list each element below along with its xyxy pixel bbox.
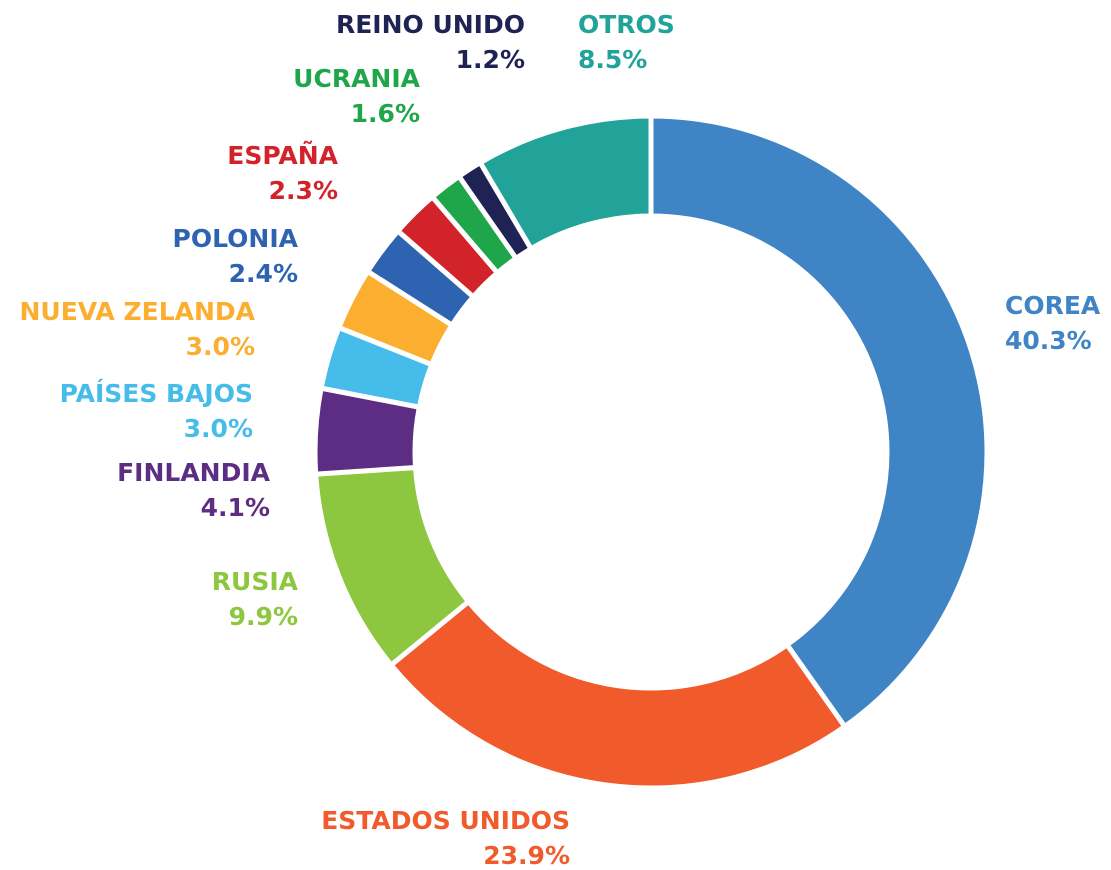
slice-label: RUSIA [212,567,299,596]
value-label: 40.3% [1005,326,1092,355]
slice-label: PAÍSES BAJOS [60,379,253,408]
slice [648,113,990,731]
slice-label: ESTADOS UNIDOS [321,806,570,835]
slice-label: NUEVA ZELANDA [19,297,255,326]
slice-label: COREA [1005,291,1101,320]
slice-label: UCRANIA [293,64,420,93]
value-label: 23.9% [483,841,570,870]
slice-label: POLONIA [173,224,299,253]
value-label: 4.1% [201,493,270,522]
slice [387,598,849,791]
value-label: 2.3% [269,176,338,205]
value-label: 2.4% [229,259,298,288]
slice-label: REINO UNIDO [336,10,525,39]
value-label: 9.9% [229,602,298,631]
value-label: 3.0% [184,414,253,443]
value-label: 3.0% [186,332,255,361]
slice [476,113,654,253]
slice-label: OTROS [578,10,675,39]
value-label: 1.2% [456,45,525,74]
slice-label: FINLANDIA [117,458,271,487]
value-label: 8.5% [578,45,647,74]
value-label: 1.6% [351,99,420,128]
slice-label: ESPAÑA [227,141,338,170]
